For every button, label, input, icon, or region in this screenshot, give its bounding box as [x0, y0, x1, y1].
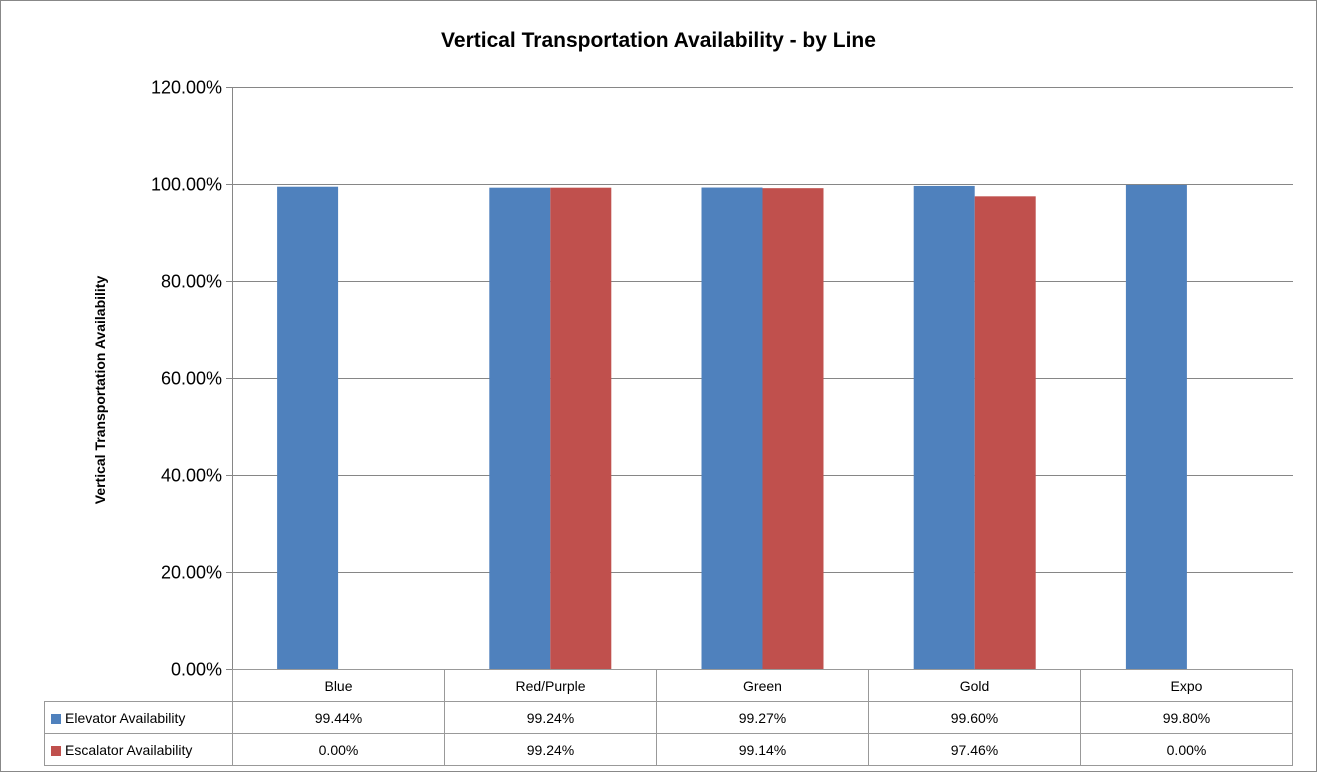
elevator-bar [489, 187, 551, 669]
elevator-series-row: Elevator Availability 99.44% 99.24% 99.2… [44, 701, 1293, 734]
table-cell: 0.00% [1080, 733, 1293, 766]
escalator-bar [550, 187, 612, 669]
table-cell: 99.80% [1080, 701, 1293, 734]
elevator-bar [277, 186, 339, 669]
elevator-bar [1125, 184, 1187, 669]
legend-label: Elevator Availability [65, 709, 186, 726]
bars [277, 184, 1187, 669]
category-row: Blue Red/Purple Green Gold Expo [44, 669, 1293, 702]
axes [226, 87, 233, 670]
legend-label: Escalator Availability [65, 741, 193, 758]
escalator-bar [974, 196, 1036, 669]
elevator-bar [701, 187, 763, 669]
y-tick-label: 40.00% [161, 466, 222, 486]
table-cell: 99.14% [656, 733, 869, 766]
table-cell: 0.00% [232, 733, 445, 766]
table-cell: 99.24% [444, 701, 657, 734]
y-tick-label: 80.00% [161, 272, 222, 292]
y-tick-label: 60.00% [161, 369, 222, 389]
category-label: Red/Purple [444, 669, 657, 702]
chart-title: Vertical Transportation Availability - b… [441, 29, 876, 52]
legend-entry-escalator: Escalator Availability [44, 733, 233, 766]
table-cell: 99.44% [232, 701, 445, 734]
category-label: Blue [232, 669, 445, 702]
elevator-legend-key [51, 713, 61, 724]
y-tick-label: 20.00% [161, 563, 222, 583]
category-label: Gold [868, 669, 1081, 702]
escalator-series-row: Escalator Availability 0.00% 99.24% 99.1… [44, 733, 1293, 766]
table-cell: 99.24% [444, 733, 657, 766]
data-table: Blue Red/Purple Green Gold Expo Elevator… [44, 669, 1293, 766]
escalator-bar [762, 188, 824, 669]
category-label: Green [656, 669, 869, 702]
table-corner [44, 669, 233, 702]
table-cell: 97.46% [868, 733, 1081, 766]
y-tick-label: 100.00% [151, 175, 222, 195]
legend-entry-elevator: Elevator Availability [44, 701, 233, 734]
y-tick-label: 120.00% [151, 78, 222, 98]
y-tick-labels: 0.00%20.00%40.00%60.00%80.00%100.00%120.… [151, 78, 222, 680]
escalator-legend-key [51, 745, 61, 756]
elevator-bar [913, 185, 975, 669]
table-cell: 99.60% [868, 701, 1081, 734]
table-cell: 99.27% [656, 701, 869, 734]
category-label: Expo [1080, 669, 1293, 702]
